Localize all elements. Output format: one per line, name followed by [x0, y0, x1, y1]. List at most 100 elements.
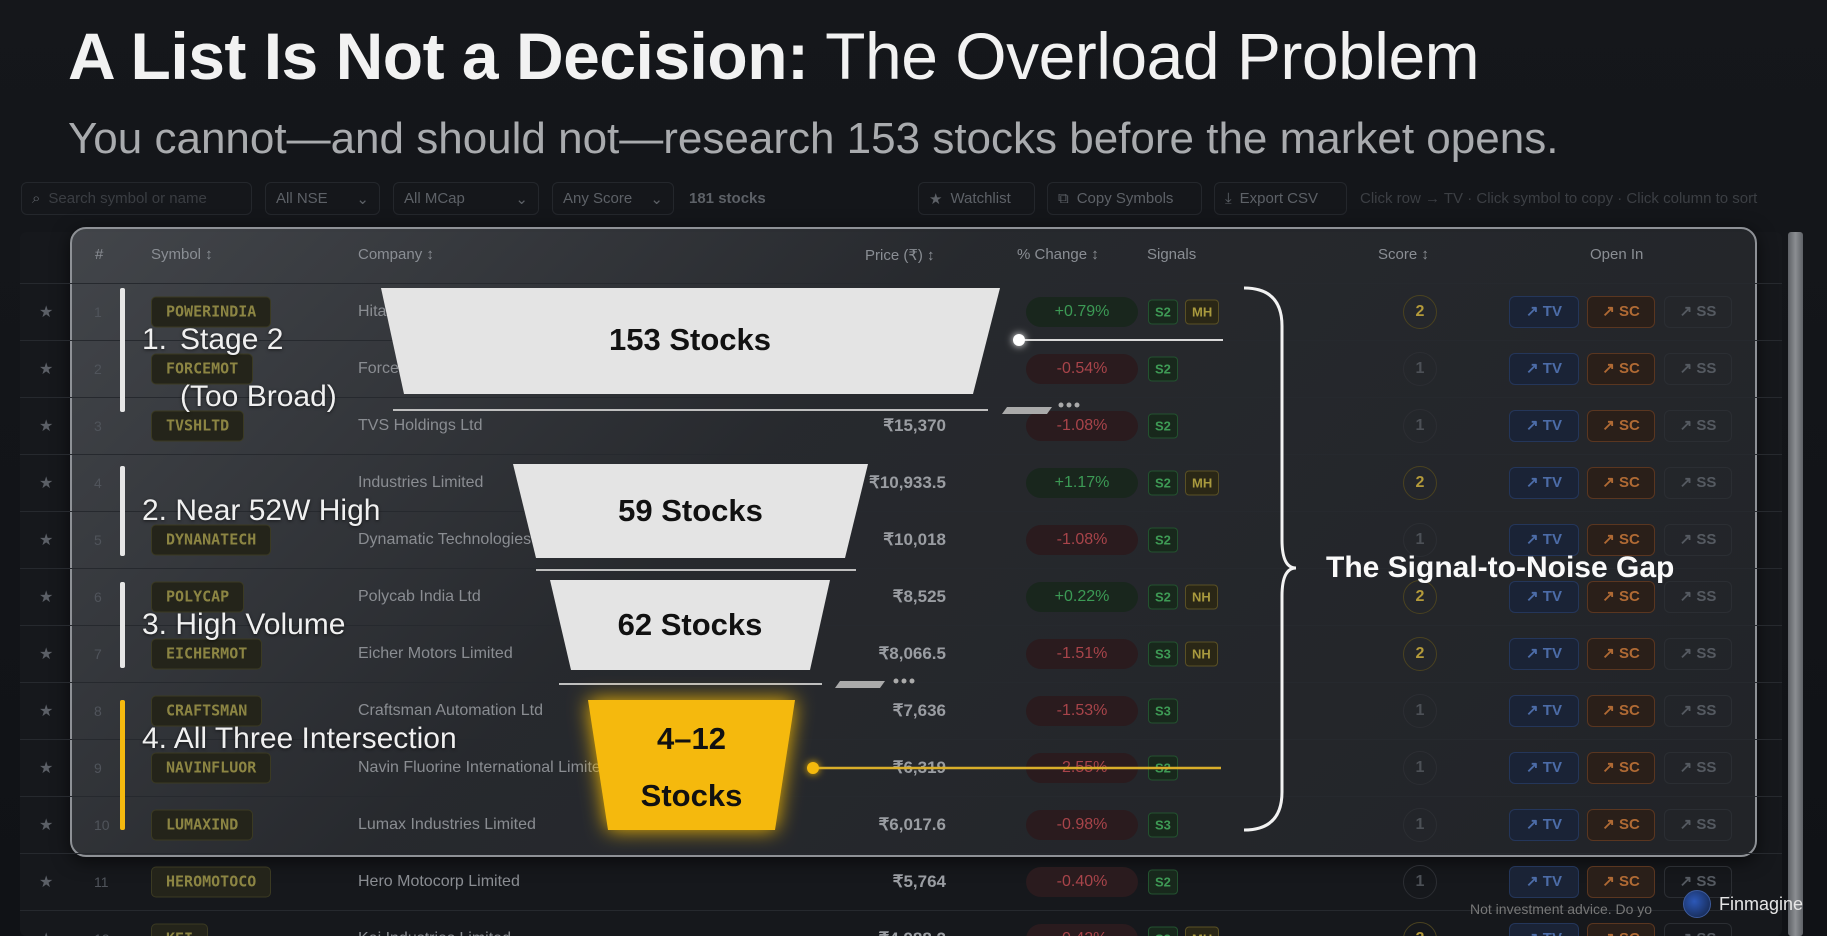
open-sc-button[interactable]: ↗ SC: [1587, 809, 1655, 841]
open-tv-button[interactable]: ↗ TV: [1509, 866, 1579, 898]
open-ss-label: SS: [1696, 702, 1717, 719]
symbol-badge[interactable]: KEI: [151, 923, 209, 936]
symbol-badge[interactable]: POWERINDIA: [151, 296, 272, 328]
open-ss-button[interactable]: ↗ SS: [1664, 638, 1732, 670]
symbol-badge[interactable]: TVSHLTD: [151, 410, 245, 442]
open-sc-button[interactable]: ↗ SC: [1587, 752, 1655, 784]
table-row[interactable]: ★ 11 HEROMOTOCO Hero Motocorp Limited ₹5,764…: [20, 853, 1782, 910]
chevron-down-icon: ⌄: [515, 190, 528, 208]
open-sc-button[interactable]: ↗ SC: [1587, 923, 1655, 936]
external-link-icon: ↗: [1526, 816, 1543, 833]
open-ss-label: SS: [1696, 588, 1717, 605]
star-icon[interactable]: ★: [39, 760, 54, 777]
open-ss-button[interactable]: ↗ SS: [1664, 353, 1732, 385]
symbol-badge[interactable]: DYNANATECH: [151, 524, 272, 556]
open-sc-button[interactable]: ↗ SC: [1587, 866, 1655, 898]
score-badge: 2: [1403, 295, 1437, 329]
symbol-badge[interactable]: FORCEMOT: [151, 353, 254, 385]
open-tv-button[interactable]: ↗ TV: [1509, 581, 1579, 613]
star-icon[interactable]: ★: [39, 874, 54, 891]
open-ss-button[interactable]: ↗ SS: [1664, 296, 1732, 328]
open-sc-button[interactable]: ↗ SC: [1587, 467, 1655, 499]
header-symbol[interactable]: Symbol ↕: [151, 246, 213, 263]
open-ss-button[interactable]: ↗ SS: [1664, 695, 1732, 727]
header-company[interactable]: Company ↕: [358, 246, 434, 263]
table-row[interactable]: ★ 3 TVSHLTD TVS Holdings Ltd ₹15,370 -1.08% S2…: [20, 397, 1782, 454]
open-ss-button[interactable]: ↗ SS: [1664, 752, 1732, 784]
open-tv-button[interactable]: ↗ TV: [1509, 923, 1579, 936]
star-icon[interactable]: ★: [39, 703, 54, 720]
table-row[interactable]: ★ 4 Industries Limited ₹10,933.5 +1.17% S2 MH 2…: [20, 454, 1782, 511]
open-tv-button[interactable]: ↗ TV: [1509, 524, 1579, 556]
star-icon[interactable]: ★: [39, 304, 54, 321]
star-icon[interactable]: ★: [39, 646, 54, 663]
open-tv-button[interactable]: ↗ TV: [1509, 638, 1579, 670]
percent-change: -0.98%: [1026, 810, 1138, 840]
header-price[interactable]: Price (₹) ↕: [865, 247, 935, 264]
company-name: Navin Fluorine International Limited: [358, 759, 610, 776]
export-csv-button[interactable]: ⤓ Export CSV: [1214, 182, 1347, 215]
star-icon[interactable]: ★: [39, 361, 54, 378]
open-tv-button[interactable]: ↗ TV: [1509, 467, 1579, 499]
open-tv-button[interactable]: ↗ TV: [1509, 809, 1579, 841]
row-number: 3: [94, 418, 102, 434]
star-icon[interactable]: ★: [39, 475, 54, 492]
open-ss-button[interactable]: ↗ SS: [1664, 524, 1732, 556]
star-icon[interactable]: ★: [39, 532, 54, 549]
header-change[interactable]: % Change ↕: [1017, 246, 1099, 263]
table-row[interactable]: ★ 10 LUMAXIND Lumax Industries Limited ₹6,01…: [20, 796, 1782, 853]
external-link-icon: ↗: [1679, 531, 1697, 548]
open-sc-button[interactable]: ↗ SC: [1587, 410, 1655, 442]
symbol-badge[interactable]: HEROMOTOCO: [151, 866, 272, 898]
open-ss-button[interactable]: ↗ SS: [1664, 923, 1732, 936]
table-row[interactable]: ★ 8 CRAFTSMAN Craftsman Automation Ltd ₹7,63…: [20, 682, 1782, 739]
open-tv-button[interactable]: ↗ TV: [1509, 410, 1579, 442]
open-ss-button[interactable]: ↗ SS: [1664, 467, 1732, 499]
exchange-select[interactable]: All NSE ⌄: [265, 182, 380, 215]
signal-badge: S3: [1148, 698, 1178, 724]
star-icon[interactable]: ★: [39, 929, 53, 936]
symbol-badge[interactable]: NAVINFLUOR: [151, 752, 272, 784]
watchlist-button[interactable]: ★ Watchlist: [918, 182, 1035, 215]
symbol-badge[interactable]: POLYCAP: [151, 581, 245, 613]
open-sc-button[interactable]: ↗ SC: [1587, 638, 1655, 670]
open-ss-button[interactable]: ↗ SS: [1664, 581, 1732, 613]
star-icon[interactable]: ★: [39, 817, 54, 834]
score-select[interactable]: Any Score ⌄: [552, 182, 674, 215]
table-row[interactable]: ★ 7 EICHERMOT Eicher Motors Limited ₹8,066.5…: [20, 625, 1782, 682]
open-sc-button[interactable]: ↗ SC: [1587, 581, 1655, 613]
stage-4-value-line1: 4–12: [657, 721, 726, 756]
signal-badge: S2: [1148, 413, 1178, 439]
open-sc-button[interactable]: ↗ SC: [1587, 695, 1655, 727]
mcap-select[interactable]: All MCap ⌄: [393, 182, 539, 215]
open-sc-button[interactable]: ↗ SC: [1587, 296, 1655, 328]
header-score[interactable]: Score ↕: [1378, 246, 1429, 263]
table-row[interactable]: ★ 6 POLYCAP Polycab India Ltd ₹8,525 +0.22% S2…: [20, 568, 1782, 625]
open-sc-label: SC: [1618, 759, 1640, 776]
symbol-badge[interactable]: EICHERMOT: [151, 638, 263, 670]
star-icon[interactable]: ★: [39, 589, 54, 606]
open-sc-label: SC: [1619, 930, 1640, 936]
external-link-icon: ↗: [1679, 873, 1697, 890]
open-ss-button[interactable]: ↗ SS: [1664, 809, 1732, 841]
scrollbar[interactable]: [1788, 232, 1803, 936]
open-ss-button[interactable]: ↗ SS: [1664, 410, 1732, 442]
open-sc-button[interactable]: ↗ SC: [1587, 353, 1655, 385]
symbol-badge[interactable]: LUMAXIND: [151, 809, 254, 841]
copy-symbols-button[interactable]: ⧉ Copy Symbols: [1047, 182, 1202, 215]
open-tv-button[interactable]: ↗ TV: [1509, 296, 1579, 328]
open-tv-button[interactable]: ↗ TV: [1509, 752, 1579, 784]
open-tv-button[interactable]: ↗ TV: [1509, 695, 1579, 727]
open-tv-button[interactable]: ↗ TV: [1509, 353, 1579, 385]
open-sc-button[interactable]: ↗ SC: [1587, 524, 1655, 556]
percent-change: -1.08%: [1026, 525, 1138, 555]
table-row[interactable]: ★ 12 KEI Kei Industries Limited ₹4,988.2 -0.4…: [20, 910, 1782, 936]
search-input[interactable]: ⌕ Search symbol or name: [21, 182, 252, 215]
signal-badge: MH: [1185, 926, 1220, 936]
star-icon[interactable]: ★: [39, 418, 54, 435]
open-ss-label: SS: [1696, 531, 1717, 548]
external-link-icon: ↗: [1602, 303, 1619, 320]
symbol-badge[interactable]: CRAFTSMAN: [151, 695, 263, 727]
row-number: 7: [94, 646, 102, 662]
